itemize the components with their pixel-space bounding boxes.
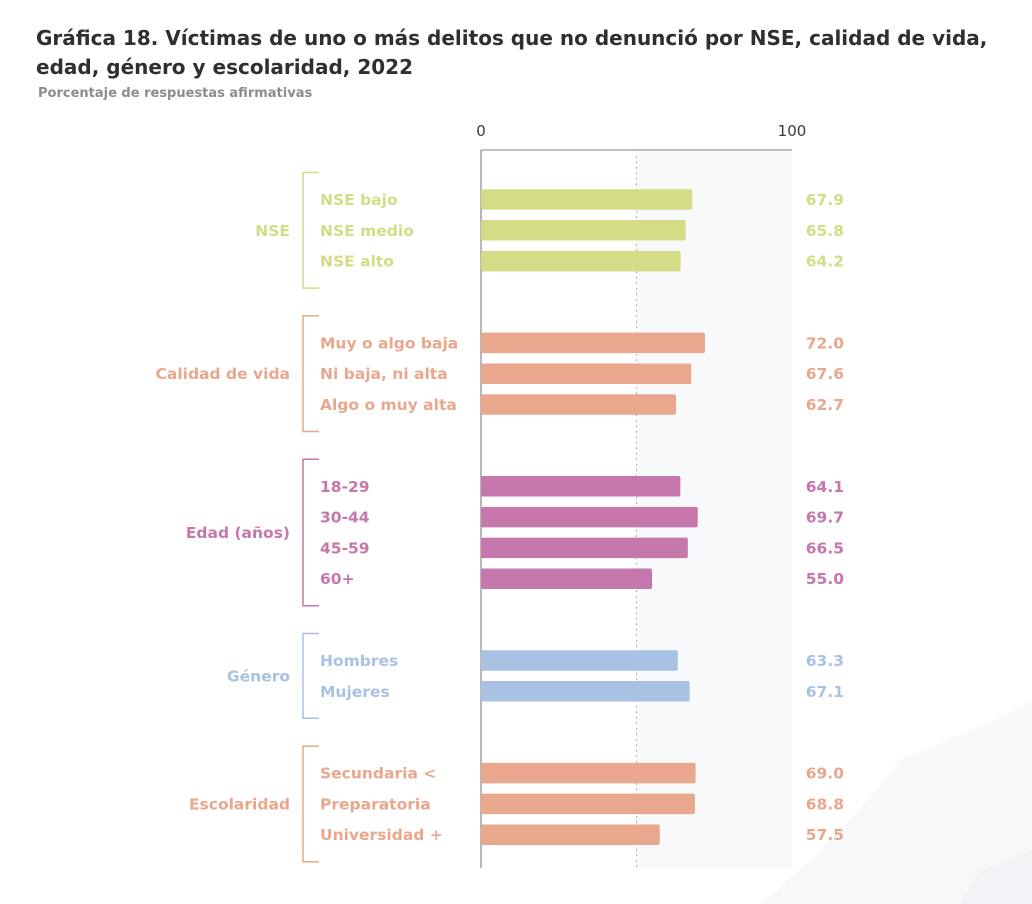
value-label: 57.5: [806, 826, 844, 844]
chart-subtitle: Porcentaje de respuestas afirmativas: [38, 86, 313, 101]
category-label: 45-59: [320, 539, 370, 557]
group-bracket: [302, 171, 319, 289]
bar: [481, 189, 693, 210]
value-label: 72.0: [806, 334, 844, 352]
value-label: 55.0: [806, 570, 844, 588]
category-label: 60+: [320, 570, 355, 588]
category-label: Ni baja, ni alta: [320, 365, 448, 383]
group-label: NSE: [255, 222, 290, 240]
value-label: 69.7: [806, 509, 844, 527]
background-decoration: [760, 700, 1032, 904]
bar: [481, 476, 681, 497]
value-label: 63.3: [806, 652, 844, 670]
category-label: Preparatoria: [320, 795, 431, 813]
value-label: 69.0: [806, 765, 844, 783]
category-label: Hombres: [320, 652, 398, 670]
value-label: 64.2: [806, 253, 844, 271]
category-label: Algo o muy alta: [320, 396, 457, 414]
bar: [481, 332, 705, 354]
bar: [481, 824, 660, 845]
bar: [481, 537, 688, 559]
bar: [481, 394, 676, 415]
bar: [481, 220, 686, 241]
bar: [481, 568, 653, 589]
bar: [481, 681, 690, 702]
value-label: 62.7: [806, 396, 844, 414]
group-bracket: [302, 632, 319, 720]
group-label: Edad (años): [186, 524, 290, 542]
category-label: 30-44: [320, 509, 370, 527]
value-label: 65.8: [806, 222, 844, 240]
bar: [481, 762, 696, 784]
bar: [481, 650, 678, 671]
group-bracket: [302, 315, 319, 433]
value-label: 66.5: [806, 539, 844, 557]
group-label: Género: [227, 667, 290, 685]
group-bracket: [302, 458, 319, 607]
group-label: Calidad de vida: [156, 365, 290, 383]
group-bracket: [302, 745, 319, 863]
value-label: 68.8: [806, 795, 844, 813]
group-label: Escolaridad: [189, 795, 290, 813]
category-label: NSE bajo: [320, 191, 398, 209]
bar: [481, 250, 681, 272]
category-label: Mujeres: [320, 683, 390, 701]
category-label: Secundaria <: [320, 765, 436, 783]
bar: [481, 363, 692, 384]
value-label: 67.9: [806, 191, 844, 209]
category-label: 18-29: [320, 478, 370, 496]
value-label: 67.1: [806, 683, 844, 701]
category-label: NSE alto: [320, 253, 394, 271]
category-label: NSE medio: [320, 222, 414, 240]
x-tick-label: 0: [476, 122, 486, 140]
value-label: 64.1: [806, 478, 844, 496]
chart-title: Gráfica 18. Víctimas de uno o más delito…: [36, 26, 988, 79]
bar: [481, 793, 695, 815]
bar: [481, 506, 698, 528]
value-label: 67.6: [806, 365, 844, 383]
x-tick-label: 100: [778, 122, 807, 140]
category-label: Universidad +: [320, 826, 443, 844]
category-label: Muy o algo baja: [320, 334, 458, 352]
